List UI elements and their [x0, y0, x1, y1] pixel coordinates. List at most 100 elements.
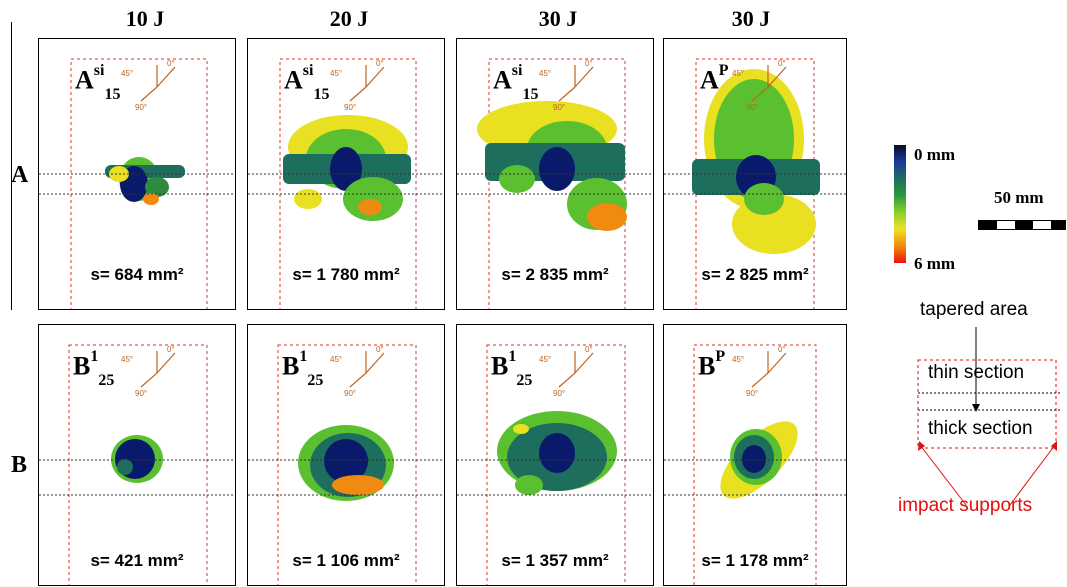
specimen-base: B [698, 351, 716, 381]
direction-label: 90° [344, 103, 357, 112]
panel-drawing [248, 58, 444, 309]
direction-arrow [751, 372, 769, 388]
direction-arrow [140, 86, 158, 102]
direction-label: 0° [167, 345, 175, 354]
delamination-region [539, 147, 575, 191]
specimen-subscript: 25 [98, 371, 115, 389]
direction-label: 90° [553, 389, 566, 398]
direction-label: 0° [376, 345, 384, 354]
delamination-region [332, 475, 384, 495]
delamination-region [587, 203, 627, 231]
direction-arrow [349, 86, 367, 102]
damage-area-label: s= 1 357 mm² [501, 551, 609, 570]
delamination-region [324, 439, 368, 483]
direction-label: 90° [135, 103, 148, 112]
support-frame [486, 344, 626, 585]
specimen-superscript: si [511, 62, 523, 79]
delamination-region [515, 475, 543, 495]
delamination-region [117, 459, 133, 475]
specimen-label: Asi 15 [284, 63, 329, 103]
delamination-region [744, 183, 784, 215]
specimen-base: B [282, 351, 300, 381]
direction-label: 45° [330, 69, 343, 78]
damage-area-label: s= 421 mm² [90, 551, 184, 570]
direction-label: 45° [539, 355, 552, 364]
support-frame [277, 344, 417, 585]
delamination-region [513, 424, 529, 434]
direction-label: 45° [539, 69, 552, 78]
direction-label: 45° [732, 355, 745, 364]
delamination-region [143, 193, 159, 205]
direction-label: 90° [746, 103, 759, 112]
column-header-4: 30 J [731, 6, 771, 31]
panel-a-3: Asi 15 0° 45° 90° s= 2 835 mm² [456, 38, 654, 310]
damage-area-label: s= 684 mm² [90, 265, 184, 284]
specimen-base: A [700, 65, 719, 95]
delamination-region [499, 165, 535, 193]
direction-arrow [156, 352, 176, 374]
support-frame [68, 344, 208, 585]
direction-arrow [767, 66, 787, 88]
specimen-base: A [284, 65, 303, 95]
row-label-a: A [11, 162, 29, 188]
specimen-subscript: 15 [522, 85, 539, 103]
direction-label: 90° [135, 389, 148, 398]
direction-label: 0° [376, 59, 384, 68]
legend-top-label: 0 mm [914, 145, 956, 164]
tapered-area-label: tapered area [920, 299, 1028, 320]
column-header-2: 20 J [329, 6, 369, 31]
direction-label: 45° [121, 355, 134, 364]
specimen-superscript: si [302, 62, 314, 79]
scale-bar-label: 50 mm [994, 188, 1044, 207]
direction-arrow [156, 66, 176, 88]
direction-label: 0° [778, 59, 786, 68]
row-a-divider [11, 22, 12, 310]
specimen-label: Asi 15 [75, 63, 120, 103]
specimen-superscript: si [93, 62, 105, 79]
panel-b-4: BP 0° 45° 90° s= 1 178 mm² [663, 324, 847, 586]
panel-a-1: Asi 15 0° 45° 90° s= 684 mm² [38, 38, 236, 310]
support-frame [693, 344, 817, 585]
damage-area-label: s= 1 780 mm² [292, 265, 400, 284]
specimen-superscript: P [715, 348, 726, 365]
damage-area-label: s= 2 835 mm² [501, 265, 609, 284]
delamination-region [742, 445, 766, 473]
legend-bottom-label: 6 mm [914, 254, 956, 273]
direction-arrow [558, 372, 576, 388]
column-header-3: 30 J [538, 6, 578, 31]
direction-label: 0° [167, 59, 175, 68]
specimen-base: B [491, 351, 509, 381]
direction-arrow [751, 86, 769, 102]
row-label-b: B [11, 452, 28, 478]
delamination-region [539, 433, 575, 473]
specimen-label: AP [700, 63, 729, 95]
thin-section-label: thin section [928, 362, 1025, 383]
specimen-label: Asi 15 [493, 63, 538, 103]
direction-label: 90° [553, 103, 566, 112]
damage-area-label: s= 1 106 mm² [292, 551, 400, 570]
specimen-label: B1 25 [491, 349, 532, 389]
panel-drawing [39, 344, 235, 585]
specimen-superscript: 1 [508, 348, 517, 365]
panel-b-3: B1 25 0° 45° 90° s= 1 357 mm² [456, 324, 654, 586]
support-frame [70, 58, 208, 309]
specimen-base: B [73, 351, 91, 381]
specimen-subscript: 15 [313, 85, 330, 103]
delamination-region [294, 189, 322, 209]
direction-label: 45° [121, 69, 134, 78]
direction-label: 0° [585, 59, 593, 68]
panel-drawing [457, 58, 653, 309]
direction-arrow [365, 352, 385, 374]
panel-a-4: AP 0° 45° 90° s= 2 825 mm² [663, 38, 847, 310]
damage-area-label: s= 1 178 mm² [701, 551, 809, 570]
delamination-region [330, 147, 362, 191]
panel-drawing [664, 58, 846, 309]
panel-b-1: B1 25 0° 45° 90° s= 421 mm² [38, 324, 236, 586]
panel-drawing [248, 344, 444, 585]
direction-arrow [574, 66, 594, 88]
specimen-subscript: 25 [307, 371, 324, 389]
panel-a-2: Asi 15 0° 45° 90° s= 1 780 mm² [247, 38, 445, 310]
specimen-superscript: 1 [299, 348, 308, 365]
panel-drawing [39, 58, 235, 309]
specimen-superscript: 1 [90, 348, 99, 365]
